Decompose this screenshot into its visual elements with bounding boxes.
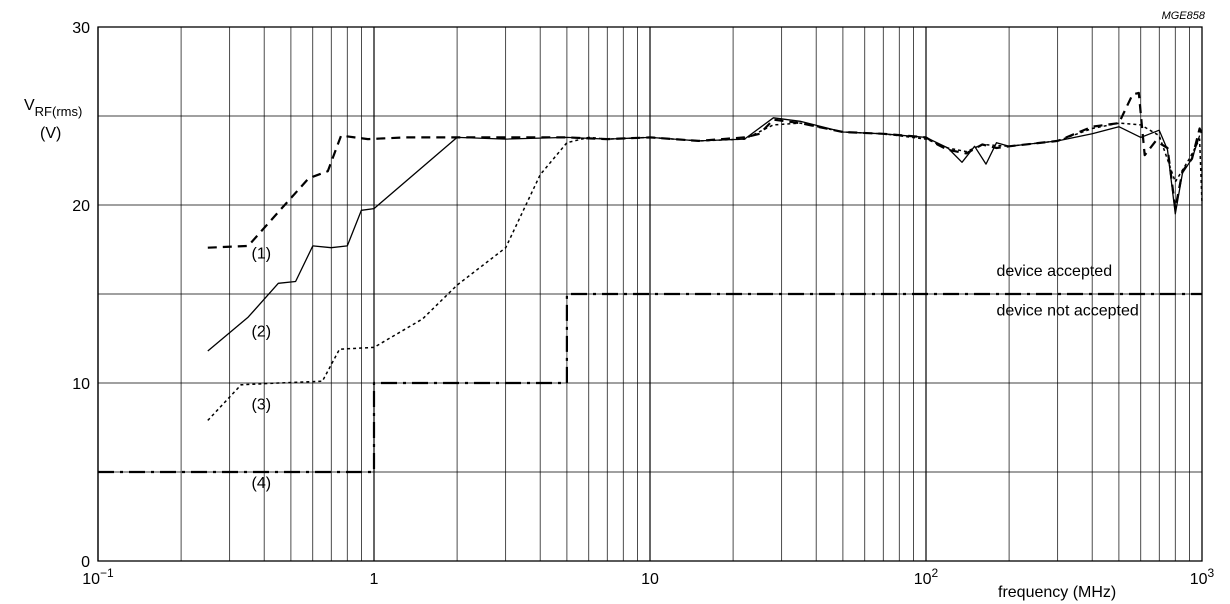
x-tick-label: 10: [641, 571, 659, 588]
y-axis-label: VRF(rms): [24, 97, 82, 119]
series-line-3: [207, 122, 1203, 421]
series-label-1: (1): [252, 245, 272, 262]
chart-series: [98, 91, 1204, 474]
y-tick-label: 0: [81, 554, 90, 571]
y-tick-label: 20: [72, 198, 90, 215]
annotation-label: device not accepted: [996, 302, 1138, 319]
x-axis-label: frequency (MHz): [998, 584, 1116, 601]
series-label-4: (4): [252, 475, 272, 492]
x-tick-label: 10−1: [82, 566, 114, 588]
x-tick-label: 1: [370, 571, 379, 588]
y-tick-label: 10: [72, 376, 90, 393]
plot-frame: [97, 26, 1203, 562]
x-tick-label: 102: [914, 566, 939, 588]
series-label-2: (2): [252, 324, 272, 341]
figure-code: MGE858: [1162, 10, 1206, 22]
series-label-3: (3): [252, 397, 272, 414]
y-axis-unit: (V): [40, 125, 61, 142]
y-tick-label: 30: [72, 20, 90, 37]
plot-border: [97, 26, 1203, 562]
x-tick-label: 103: [1190, 566, 1215, 588]
series-line-4: [98, 292, 1202, 474]
annotation-label: device accepted: [996, 263, 1112, 280]
chart-labels: (1) (2) (3) (4) 0 10 20 30 10−1 1 10 102 103 device a…: [72, 20, 1214, 588]
